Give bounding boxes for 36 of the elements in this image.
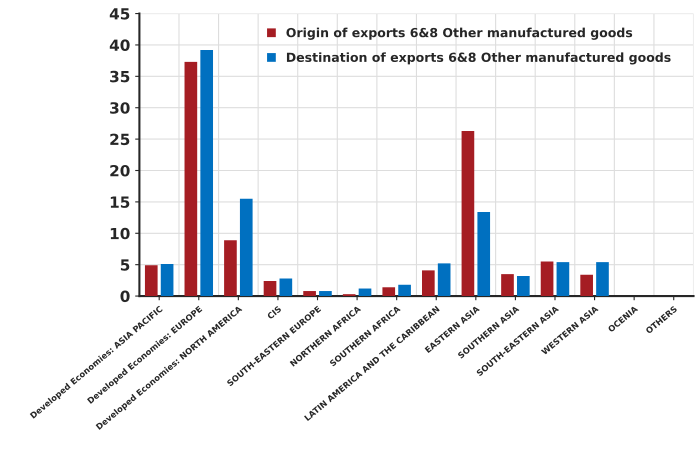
y-tick-label: 25 — [110, 134, 130, 146]
bar — [596, 262, 609, 296]
bar — [224, 240, 237, 296]
y-tick-label: 20 — [110, 164, 130, 177]
bar — [303, 291, 316, 296]
y-tick-label: 5 — [120, 259, 130, 271]
y-tick-label: 10 — [110, 228, 130, 240]
bar — [240, 198, 253, 296]
y-tick-label: 15 — [110, 196, 130, 208]
bar — [319, 291, 332, 296]
bar — [462, 130, 474, 296]
bar — [501, 274, 514, 296]
bar — [438, 263, 450, 296]
y-tick-label: 0 — [120, 290, 130, 302]
bar — [422, 270, 435, 296]
y-tick-label: 35 — [110, 70, 130, 82]
bar — [200, 50, 214, 296]
bar — [398, 284, 411, 296]
bar — [264, 280, 276, 296]
legend-label: Origin of exports 6&8 Other manufactured goods — [286, 28, 632, 40]
bar — [160, 264, 174, 296]
bar — [382, 287, 396, 296]
y-tick-label: 30 — [110, 102, 130, 114]
bar — [540, 262, 554, 296]
legend-label: Destination of exports 6&8 Other manufactured goods — [286, 52, 671, 65]
bar — [516, 276, 530, 296]
bar — [280, 278, 292, 296]
y-tick-label: 40 — [110, 39, 130, 51]
bar — [144, 265, 158, 296]
x-tick-label: CIS — [266, 306, 282, 320]
bar — [358, 288, 372, 296]
y-tick-label: 45 — [110, 8, 130, 20]
bar — [184, 62, 198, 296]
bar — [477, 212, 490, 296]
bar — [580, 274, 593, 296]
bar — [556, 262, 570, 296]
